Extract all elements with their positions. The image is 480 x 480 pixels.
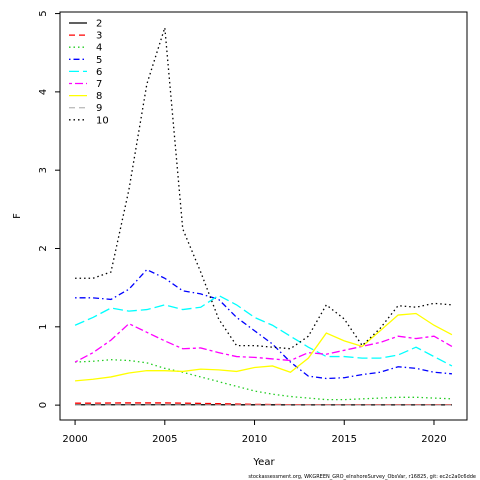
plot-frame — [59, 11, 468, 421]
x-axis-label: Year — [252, 457, 275, 468]
y-axis-label: F — [12, 213, 23, 219]
legend-label: 10 — [96, 115, 109, 126]
series-line — [75, 27, 452, 350]
legend-label: 4 — [96, 43, 102, 54]
footer: stockassessment.org, WKGREEN_GRO_eInshor… — [248, 474, 476, 480]
y-tick-label: 4 — [38, 89, 49, 95]
y-tick-label: 0 — [38, 402, 49, 408]
x-tick-label: 2005 — [152, 434, 177, 445]
y-tick-label: 5 — [38, 10, 49, 16]
x-tick-label: 2015 — [332, 434, 357, 445]
series-line — [74, 322, 453, 363]
series-line — [75, 268, 452, 380]
x-tick-label: 2000 — [62, 434, 87, 445]
legend-label: 8 — [96, 91, 102, 102]
y-tick-label: 3 — [38, 167, 49, 173]
series-line — [75, 312, 453, 382]
series-line — [75, 359, 452, 401]
legend-label: 5 — [96, 55, 102, 66]
legend-label: 7 — [96, 79, 102, 90]
legend-label: 9 — [96, 103, 102, 114]
x-tick-label: 2010 — [242, 434, 267, 445]
legend-label: 3 — [96, 31, 102, 42]
y-tick-label: 2 — [38, 245, 49, 251]
x-tick-label: 2020 — [421, 434, 446, 445]
legend-label: 6 — [96, 67, 102, 78]
legend-label: 2 — [96, 19, 102, 30]
series-line — [74, 294, 453, 367]
y-tick-label: 1 — [38, 324, 49, 330]
